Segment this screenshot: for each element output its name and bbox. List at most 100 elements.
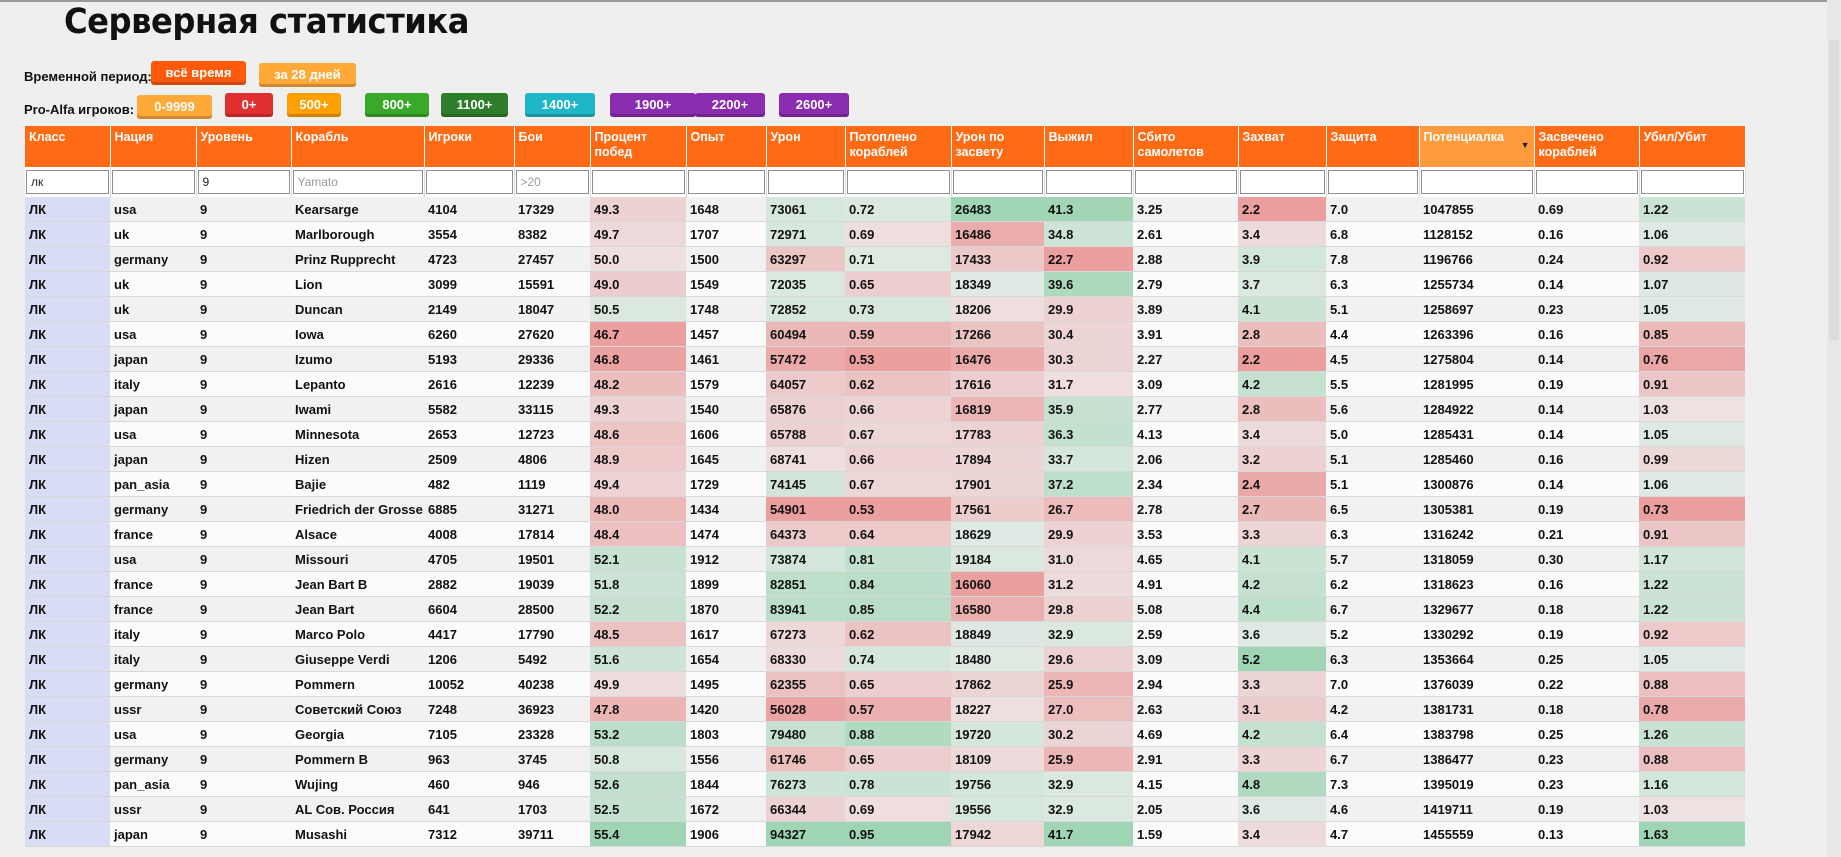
filter-input-kills[interactable]: [846, 170, 950, 194]
pr-button-500plus[interactable]: 500+: [287, 93, 341, 117]
column-header-spotted[interactable]: Засвечено кораблей: [1534, 126, 1640, 167]
filter-input-players[interactable]: [425, 170, 513, 194]
filter-input-survived[interactable]: [1045, 170, 1132, 194]
cell-winrate: 55.4: [590, 821, 686, 847]
pr-button-1100plus[interactable]: 1100+: [441, 93, 508, 117]
cell-nation: france: [110, 596, 196, 622]
column-header-label: Уровень: [200, 130, 253, 144]
filter-input-ship[interactable]: [292, 170, 423, 194]
cell-nation: japan: [110, 821, 196, 847]
cell-winrate: 48.6: [590, 421, 686, 447]
cell-spotted: 0.25: [1534, 646, 1639, 672]
pr-button-800plus[interactable]: 800+: [365, 93, 429, 117]
column-header-label: Сбито самолетов: [1137, 130, 1204, 159]
cell-damage: 57472: [766, 346, 845, 372]
filter-input-kd[interactable]: [1640, 170, 1744, 194]
column-header-kills[interactable]: Потоплено кораблей: [845, 126, 952, 167]
cell-exp: 1803: [686, 721, 766, 747]
cell-capture: 4.4: [1238, 596, 1326, 622]
cell-spot-damage: 18849: [951, 621, 1044, 647]
cell-battles: 1703: [514, 796, 590, 822]
column-header-survived[interactable]: Выжил: [1044, 126, 1134, 167]
column-header-potential[interactable]: Потенциалка ▼: [1419, 126, 1535, 167]
cell-planes: 3.89: [1133, 296, 1238, 322]
column-header-spot-damage[interactable]: Урон по засвету: [951, 126, 1045, 167]
cell-potential: 1316242: [1419, 521, 1534, 547]
column-header-label: Процент побед: [594, 130, 648, 159]
pr-button-2600plus[interactable]: 2600+: [779, 93, 849, 117]
column-header-planes[interactable]: Сбито самолетов: [1133, 126, 1239, 167]
column-header-tier[interactable]: Уровень: [196, 126, 292, 167]
cell-spot-damage: 17894: [951, 446, 1044, 472]
cell-kills: 0.74: [845, 646, 951, 672]
column-header-winrate[interactable]: Процент побед: [590, 126, 687, 167]
table-row: ЛК france 9 Jean Bart B 2882 19039 51.8 1899 828…: [25, 571, 1745, 597]
filter-input-spotted[interactable]: [1535, 170, 1638, 194]
cell-spotted: 0.16: [1534, 221, 1639, 247]
pr-button-1900plus[interactable]: 1900+: [610, 93, 696, 117]
period-button-за-28-дней[interactable]: за 28 дней: [259, 63, 356, 87]
filter-input-exp[interactable]: [687, 170, 765, 194]
column-header-capture[interactable]: Захват: [1238, 126, 1327, 167]
pr-button-0-9999[interactable]: 0-9999: [137, 95, 212, 119]
cell-kd: 0.85: [1639, 321, 1745, 347]
cell-exp: 1457: [686, 321, 766, 347]
cell-battles: 27620: [514, 321, 590, 347]
pr-button-0plus[interactable]: 0+: [225, 93, 273, 117]
cell-winrate: 46.7: [590, 321, 686, 347]
column-header-ship[interactable]: Корабль: [291, 126, 425, 167]
filter-input-potential[interactable]: [1420, 170, 1533, 194]
column-header-label: Убил/Убит: [1643, 130, 1707, 144]
filter-input-defense[interactable]: [1327, 170, 1418, 194]
cell-damage: 54901: [766, 496, 845, 522]
filter-input-nation[interactable]: [111, 170, 195, 194]
filter-input-spot-damage[interactable]: [952, 170, 1043, 194]
cell-potential: 1284922: [1419, 396, 1534, 422]
period-button-вс-время[interactable]: всё время: [151, 61, 246, 85]
cell-tier: 9: [196, 646, 291, 672]
cell-defense: 5.1: [1326, 296, 1419, 322]
filter-input-class[interactable]: [26, 170, 109, 194]
cell-players: 6885: [424, 496, 514, 522]
filter-input-winrate[interactable]: [591, 170, 685, 194]
column-header-damage[interactable]: Урон: [766, 126, 846, 167]
cell-spot-damage: 17942: [951, 821, 1044, 847]
filter-input-tier[interactable]: [197, 170, 290, 194]
vertical-scrollbar[interactable]: [1827, 0, 1841, 857]
cell-nation: italy: [110, 646, 196, 672]
filter-row: [25, 167, 1746, 197]
filter-input-damage[interactable]: [767, 170, 844, 194]
pr-button-1400plus[interactable]: 1400+: [525, 93, 595, 117]
filter-input-capture[interactable]: [1239, 170, 1325, 194]
cell-class: ЛК: [25, 221, 110, 247]
cell-capture: 4.2: [1238, 721, 1326, 747]
cell-winrate: 49.9: [590, 671, 686, 697]
scrollbar-thumb[interactable]: [1829, 40, 1839, 340]
cell-survived: 32.9: [1044, 771, 1133, 797]
cell-class: ЛК: [25, 321, 110, 347]
column-header-kd[interactable]: Убил/Убит: [1639, 126, 1746, 167]
column-header-class[interactable]: Класс: [25, 126, 111, 167]
cell-battles: 19501: [514, 546, 590, 572]
column-header-battles[interactable]: Бои: [514, 126, 591, 167]
cell-kd: 0.92: [1639, 621, 1745, 647]
cell-capture: 3.4: [1238, 821, 1326, 847]
column-header-defense[interactable]: Защита: [1326, 126, 1420, 167]
cell-nation: italy: [110, 621, 196, 647]
cell-capture: 3.6: [1238, 796, 1326, 822]
cell-class: ЛК: [25, 296, 110, 322]
table-row: ЛК usa 9 Iowa 6260 27620 46.7 1457 60494 0.59 1726…: [25, 321, 1745, 347]
cell-kills: 0.64: [845, 521, 951, 547]
filter-input-battles[interactable]: [515, 170, 589, 194]
cell-planes: 4.65: [1133, 546, 1238, 572]
column-header-label: Потоплено кораблей: [849, 130, 917, 159]
cell-defense: 5.1: [1326, 471, 1419, 497]
column-header-players[interactable]: Игроки: [424, 126, 515, 167]
cell-planes: 2.34: [1133, 471, 1238, 497]
column-header-nation[interactable]: Нация: [110, 126, 197, 167]
pr-button-2200plus[interactable]: 2200+: [695, 93, 765, 117]
cell-battles: 3745: [514, 746, 590, 772]
table-row: ЛК uk 9 Marlborough 3554 8382 49.7 1707 72971 0.6…: [25, 221, 1745, 247]
filter-input-planes[interactable]: [1134, 170, 1237, 194]
column-header-exp[interactable]: Опыт: [686, 126, 767, 167]
